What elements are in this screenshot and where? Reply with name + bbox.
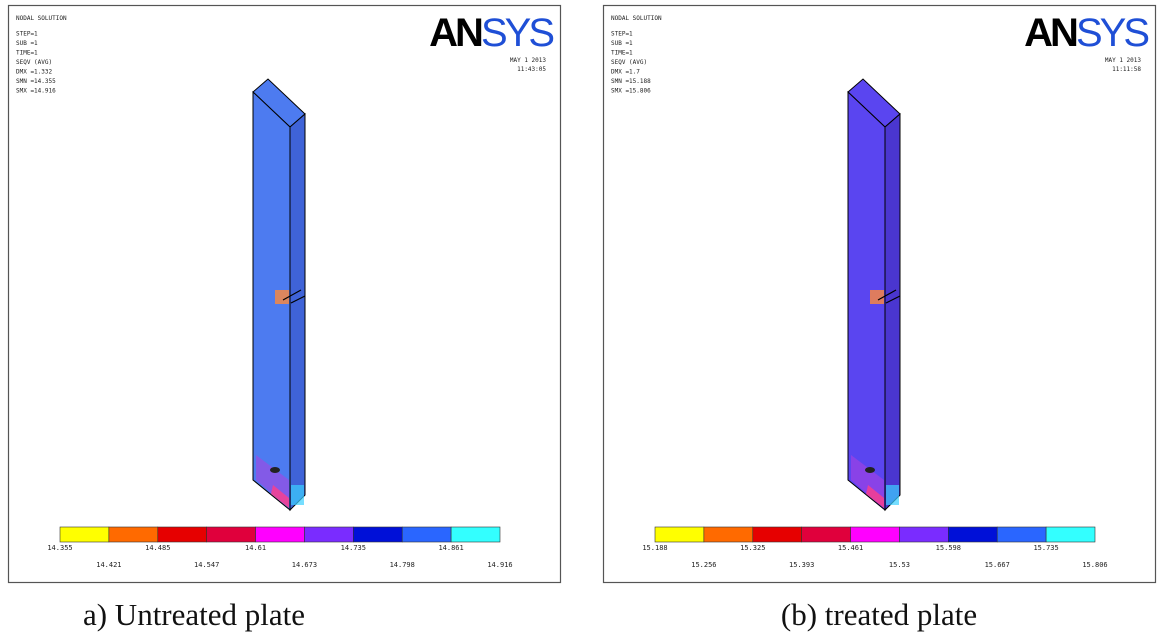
colorbar-label: 15.735 [1033,544,1058,552]
date: MAY 1 2013 [510,57,547,64]
colorbar-label: 15.256 [691,561,716,569]
header-line: SEQV (AVG) [611,59,647,66]
colorbar-segment [655,527,704,542]
beam-side [885,114,900,510]
colorbar-segment [753,527,802,542]
beam-edge-stress [291,485,304,505]
time: 11:11:58 [1112,66,1141,73]
colorbar-label: 15.806 [1082,561,1107,569]
logo-sys: SYS [1076,11,1148,55]
colorbar-label: 14.355 [47,544,72,552]
colorbar-segment [704,527,753,542]
colorbar-segment [1046,527,1095,542]
caption: (b) treated plate [781,597,977,632]
colorbar-label: 15.598 [936,544,961,552]
header-line: NODAL SOLUTION [611,15,662,22]
header-line: STEP=1 [16,31,38,38]
panel: NODAL SOLUTION STEP=1 SUB =1 TIME=1 SEQV (AV… [9,6,561,633]
colorbar-label: 14.485 [145,544,170,552]
colorbar-segment [207,527,256,542]
header-line: SMN =15.188 [611,78,651,85]
colorbar-segment [158,527,207,542]
colorbar-label: 15.667 [985,561,1010,569]
colorbar-segment [60,527,109,542]
time: 11:43:05 [517,66,546,73]
colorbar-label: 15.325 [740,544,765,552]
beam-side [290,114,305,510]
hotspot [870,290,884,304]
header-line: TIME=1 [611,50,633,57]
panel: NODAL SOLUTION STEP=1 SUB =1 TIME=1 SEQV (AV… [604,6,1156,633]
colorbar-segment [802,527,851,542]
colorbar-label: 14.916 [487,561,512,569]
header-line: SMX =14.916 [16,88,56,95]
header-line: NODAL SOLUTION [16,15,67,22]
date: MAY 1 2013 [1105,57,1142,64]
header-line: DMX =1.332 [16,69,53,76]
caption: a) Untreated plate [83,597,305,632]
header-line: SUB =1 [16,40,38,47]
colorbar-label: 14.61 [245,544,266,552]
hotspot [275,290,289,304]
colorbar-segment [256,527,305,542]
colorbar-segment [451,527,500,542]
logo: ANSYS [429,11,553,55]
colorbar-label: 14.735 [341,544,366,552]
colorbar-label: 15.53 [889,561,910,569]
base-node [865,467,875,473]
colorbar-segment [402,527,451,542]
logo-an: AN [429,11,482,55]
header-line: SMN =14.355 [16,78,56,85]
header-line: STEP=1 [611,31,633,38]
colorbar-segment [997,527,1046,542]
base-node [270,467,280,473]
colorbar-segment [899,527,948,542]
colorbar-label: 14.547 [194,561,219,569]
colorbar-label: 14.421 [96,561,121,569]
colorbar-label: 14.861 [438,544,463,552]
colorbar-label: 15.461 [838,544,863,552]
header-line: TIME=1 [16,50,38,57]
beam-edge-stress [886,485,899,505]
colorbar-segment [851,527,900,542]
colorbar-segment [948,527,997,542]
logo-sys: SYS [481,11,553,55]
logo: ANSYS [1024,11,1148,55]
header-line: DMX =1.7 [611,69,640,76]
colorbar-label: 14.673 [292,561,317,569]
colorbar-segment [353,527,402,542]
header-line: SEQV (AVG) [16,59,52,66]
header-line: SUB =1 [611,40,633,47]
header-line: SMX =15.806 [611,88,651,95]
colorbar-segment [304,527,353,542]
figure: NODAL SOLUTION STEP=1 SUB =1 TIME=1 SEQV (AV… [0,0,1163,643]
colorbar-label: 15.188 [642,544,667,552]
colorbar-label: 14.798 [390,561,415,569]
logo-an: AN [1024,11,1077,55]
colorbar-segment [109,527,158,542]
colorbar-label: 15.393 [789,561,814,569]
